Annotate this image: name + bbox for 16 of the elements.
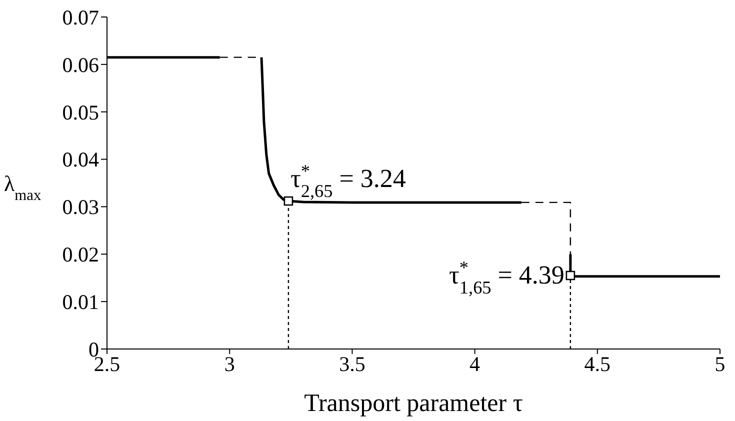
y-tick-label: 0.04 [62, 148, 100, 172]
y-tick-label: 0.06 [62, 52, 99, 77]
annotation: τ$^{*}$$_{1,65}$ = 4.39 [448, 257, 564, 298]
y-tick-label: 0.03 [62, 195, 99, 220]
x-tick-label: 4 [470, 352, 481, 376]
y-tick-label: 0.01 [62, 290, 99, 314]
x-tick-label: 4.5 [584, 352, 611, 376]
x-axis-title: Transport parameter τ [304, 390, 523, 417]
y-axis-title: λ$_{max}$ [4, 171, 42, 204]
x-tick-label: 3.5 [339, 352, 366, 376]
y-tick-label: 0.05 [62, 100, 99, 124]
x-tick-label: 5 [714, 352, 726, 376]
annotation: τ$^{*}$$_{2,65}$ = 3.24 [290, 161, 406, 202]
y-tick-label: 0.02 [62, 242, 99, 267]
y-tick-label: 0.07 [62, 5, 99, 30]
x-tick-label: 3 [224, 352, 235, 376]
